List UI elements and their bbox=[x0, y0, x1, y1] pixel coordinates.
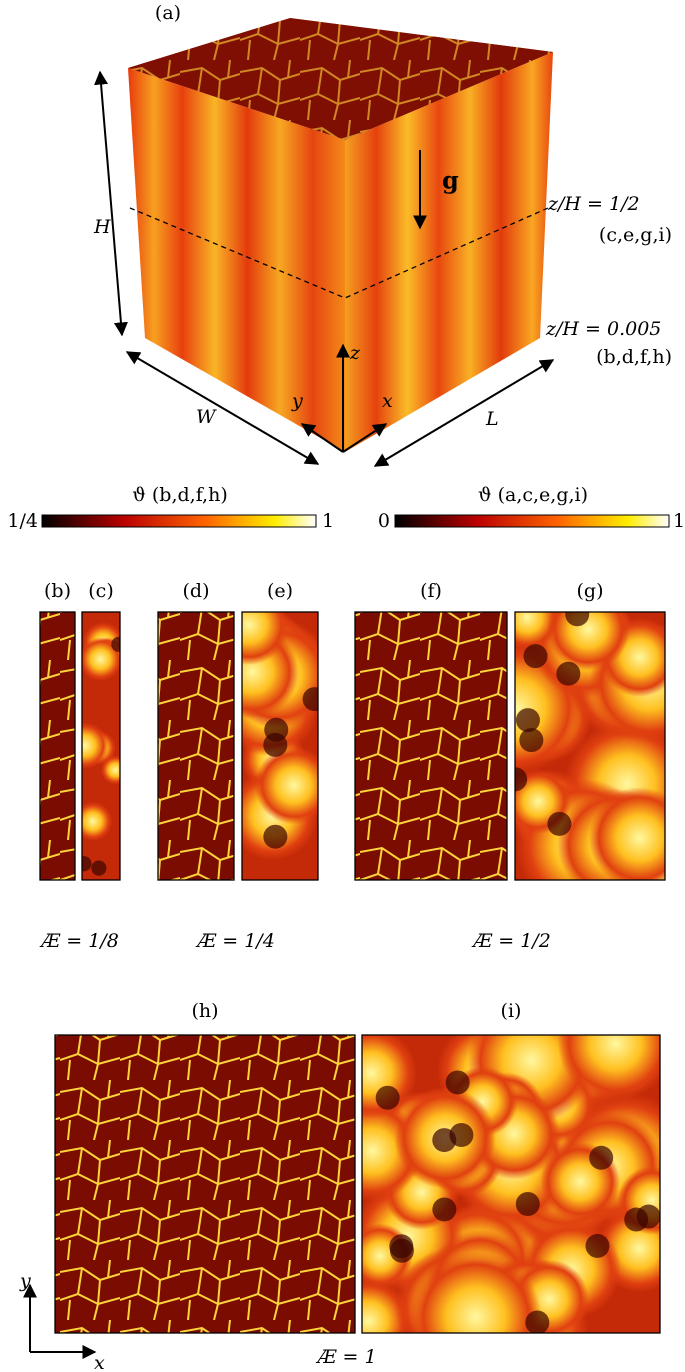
cold-spot bbox=[515, 708, 540, 733]
cold-spot bbox=[449, 1123, 474, 1148]
heat-blob bbox=[82, 722, 109, 769]
cold-spot bbox=[263, 824, 288, 849]
y-axis-label: y bbox=[19, 1270, 31, 1292]
colorbar-label: ϑ (b,d,f,h) bbox=[132, 484, 227, 506]
panel-label: (i) bbox=[501, 1000, 522, 1022]
plane-panels: (c,e,g,i) bbox=[599, 224, 672, 246]
x-arrow bbox=[342, 423, 388, 453]
panel-label: (d) bbox=[183, 580, 210, 602]
cold-spot bbox=[91, 860, 107, 876]
panel-label: (a) bbox=[155, 2, 181, 24]
z-label: z bbox=[349, 342, 361, 364]
aspect-ratio: Æ = 1/2 bbox=[471, 930, 551, 952]
height-label: H bbox=[93, 216, 111, 238]
panel-label: (c) bbox=[88, 580, 113, 602]
colorbar-min: 1/4 bbox=[7, 510, 38, 532]
plane-label: z/H = 1/2 bbox=[547, 193, 640, 215]
mid-plane bbox=[129, 207, 549, 299]
panel-label: (e) bbox=[267, 580, 293, 602]
cold-spot bbox=[375, 1085, 400, 1110]
x-label: x bbox=[382, 390, 393, 412]
cold-spot bbox=[82, 856, 92, 872]
heat-blob bbox=[557, 1035, 660, 1102]
cold-spot bbox=[445, 1070, 470, 1095]
cold-spot bbox=[515, 1192, 540, 1217]
cell-map bbox=[355, 612, 507, 880]
cold-spot bbox=[547, 811, 572, 836]
panel-frame bbox=[354, 611, 508, 881]
heat-blob bbox=[82, 801, 113, 841]
plane-panels: (b,d,f,h) bbox=[596, 346, 672, 368]
panel-label: (h) bbox=[191, 1000, 218, 1022]
panel-frame bbox=[514, 611, 666, 881]
x-axis-label: x bbox=[94, 1352, 105, 1372]
panel-frame bbox=[54, 1034, 356, 1334]
heat-blob bbox=[588, 787, 665, 880]
cell-map bbox=[55, 1035, 355, 1333]
cold-spot bbox=[302, 687, 318, 712]
width-arrow bbox=[125, 351, 320, 465]
y-arrow bbox=[300, 423, 344, 453]
cold-spot bbox=[565, 612, 590, 627]
heat-blob bbox=[82, 637, 120, 682]
cube-top-cells bbox=[128, 18, 553, 140]
cell-map bbox=[158, 612, 234, 880]
colorbar-min: 0 bbox=[378, 510, 390, 532]
map-panels: (b) (c) (d) (e) (f) (g) (h) (i) bbox=[39, 580, 666, 1334]
panel-frame bbox=[81, 611, 121, 881]
length-label: L bbox=[485, 408, 499, 430]
heat-blob bbox=[254, 746, 318, 825]
cold-spot bbox=[519, 728, 544, 753]
panel-frame bbox=[157, 611, 235, 881]
panel-label: (b) bbox=[44, 580, 71, 602]
cold-spot bbox=[525, 1310, 550, 1333]
height-arrow bbox=[94, 70, 128, 337]
colorbar-label: ϑ (a,c,e,g,i) bbox=[478, 484, 588, 506]
panel-label: (f) bbox=[420, 580, 442, 602]
aspect-ratio: Æ = 1 bbox=[315, 1346, 376, 1368]
cold-spot bbox=[111, 636, 120, 652]
cold-spot bbox=[432, 1197, 457, 1222]
panel-frame bbox=[241, 611, 319, 881]
cold-spot bbox=[389, 1234, 414, 1259]
length-arrow bbox=[373, 359, 555, 467]
cold-spot bbox=[636, 1204, 660, 1229]
aspect-ratio: Æ = 1/8 bbox=[39, 930, 119, 952]
cold-spot bbox=[556, 661, 581, 686]
heat-blob bbox=[242, 612, 290, 666]
cold-spot bbox=[515, 767, 528, 792]
cold-spot bbox=[523, 644, 548, 669]
plane-label: z/H = 0.005 bbox=[545, 318, 661, 340]
aspect-ratio: Æ = 1/4 bbox=[195, 930, 275, 952]
heat-blob bbox=[100, 755, 120, 785]
cold-spot bbox=[589, 1145, 614, 1170]
y-label: y bbox=[291, 390, 303, 412]
heat-blob bbox=[410, 1251, 542, 1333]
colorbar bbox=[41, 514, 317, 528]
cold-spot bbox=[264, 717, 289, 742]
colorbar-max: 1 bbox=[673, 510, 685, 532]
panel-frame bbox=[361, 1034, 661, 1334]
colorbar bbox=[394, 514, 670, 528]
panel-frame bbox=[39, 611, 76, 881]
cold-spot bbox=[585, 1233, 610, 1258]
colorbar-max: 1 bbox=[322, 510, 334, 532]
panel-label: (g) bbox=[577, 580, 604, 602]
width-label: W bbox=[196, 406, 217, 428]
cell-map bbox=[40, 612, 75, 880]
heat-blob bbox=[546, 612, 630, 671]
gravity-label: g bbox=[442, 166, 459, 195]
